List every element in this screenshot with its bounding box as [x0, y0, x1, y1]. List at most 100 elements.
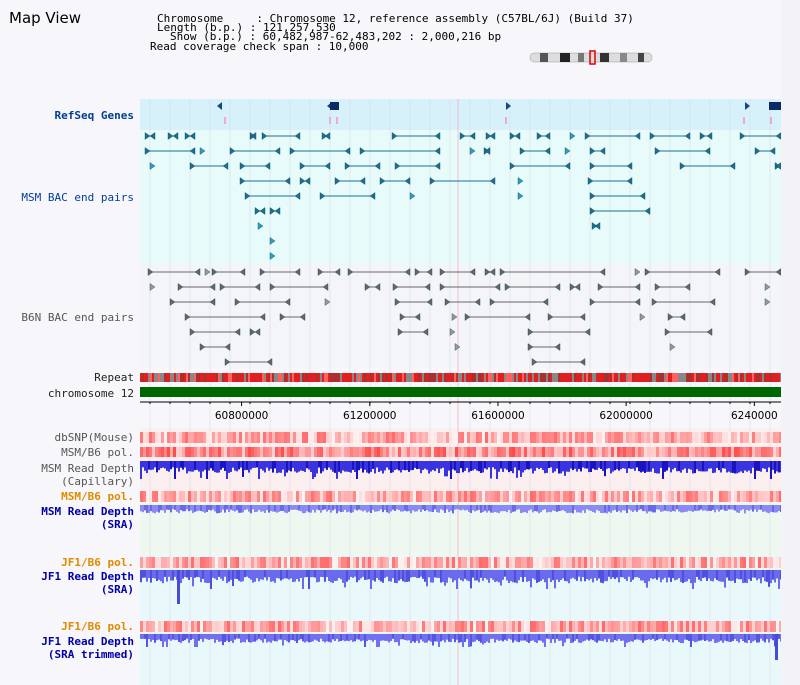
jf1-trimmed-depth-bar — [270, 634, 272, 643]
label-msm-depth-capillary[interactable]: MSM Read Depth (Capillary) — [41, 462, 134, 488]
repeat-cell — [510, 373, 512, 382]
label-jf1-depth-sra[interactable]: JF1 Read Depth (SRA) — [41, 570, 134, 596]
jf1-pol-cell — [731, 557, 734, 568]
b6n-bac-pair-head-b — [554, 343, 561, 351]
jf1-pol-cell — [629, 557, 632, 568]
msm-capillary-depth-bar — [480, 461, 482, 473]
jf1-sra-depth-bar — [714, 570, 716, 579]
label-refseq-genes[interactable]: RefSeq Genes — [54, 109, 134, 122]
b6n-bac-pairs[interactable] — [147, 268, 782, 366]
repeat-cell — [778, 373, 780, 382]
jf1-sra-depth-bar — [612, 570, 614, 578]
b6n-bac-pair-head-b — [254, 328, 261, 336]
jf1-trimmed-depth-bar — [624, 634, 626, 647]
msm-capillary-depth-bar — [208, 461, 210, 471]
msm-pol-cell — [686, 447, 689, 457]
jf1-sra-depth-bar — [326, 570, 328, 578]
jf1-pol-cell — [491, 557, 494, 568]
label-repeat[interactable]: Repeat — [94, 371, 134, 384]
jf1-pol2-cell — [650, 621, 653, 632]
repeat-cell — [640, 373, 642, 382]
msm-bac-pairs[interactable] — [144, 132, 782, 260]
msm-sra-depth-bar — [766, 505, 768, 513]
jf1-pol2-cell — [713, 621, 716, 632]
label-msm-pol-2[interactable]: MSM/B6 pol. — [61, 490, 134, 503]
repeat-cell — [740, 373, 742, 382]
jf1-pol2-cell — [509, 621, 512, 632]
jf1-pol-cell — [554, 557, 557, 568]
jf1-pol-cell — [365, 557, 368, 568]
label-dbsnp[interactable]: dbSNP(Mouse) — [54, 431, 134, 444]
chromosome-ideogram[interactable] — [529, 50, 653, 65]
jf1-trimmed-depth-bar — [472, 634, 474, 643]
refseq-genes[interactable] — [217, 102, 781, 124]
msm-bac-pair-head-b — [489, 132, 496, 140]
label-b6n-bac[interactable]: B6N BAC end pairs — [21, 311, 134, 324]
jf1-trimmed-depth-bar — [188, 634, 190, 643]
label-jf1-depth-trimmed[interactable]: JF1 Read Depth (SRA trimmed) — [41, 635, 134, 661]
msm-capillary-depth-bar — [184, 461, 186, 468]
jf1-pol-cell — [212, 557, 215, 568]
msm-pol2-cell — [458, 491, 461, 502]
dbsnp-cell — [353, 432, 356, 443]
jf1-sra-depth-bar — [146, 570, 148, 582]
jf1-pol-cell — [152, 557, 155, 568]
msm-capillary-depth-bar — [702, 461, 704, 472]
repeat-cell — [336, 373, 338, 382]
jf1-pol-cell — [290, 557, 293, 568]
msm-pol-cell — [299, 447, 302, 457]
msm-pol-cell — [353, 447, 356, 457]
jf1-trimmed-depth-bar — [696, 634, 698, 642]
jf1-sra-depth-bar — [778, 570, 780, 589]
dbsnp-cell — [305, 432, 308, 443]
jf1-trimmed-depth-bar — [680, 634, 682, 644]
repeat-cell — [708, 373, 710, 382]
label-jf1-pol-2[interactable]: JF1/B6 pol. — [61, 620, 134, 633]
msm-capillary-depth-bar — [518, 461, 520, 471]
label-msm-depth-sra[interactable]: MSM Read Depth (SRA) — [41, 505, 134, 531]
msm-pol2-cell — [212, 491, 215, 502]
jf1-sra-depth-bar — [484, 570, 486, 578]
msm-pol-cell — [716, 447, 719, 457]
msm-pol2-cell — [164, 491, 167, 502]
msm-pol2-cell — [347, 491, 350, 502]
msm-pol-cell — [197, 447, 200, 457]
msm-pol-cell — [215, 447, 218, 457]
b6n-bac-pair-head-b — [494, 283, 501, 291]
jf1-pol2-cell — [212, 621, 215, 632]
msm-sra-depth-bar — [558, 505, 560, 512]
msm-sra-depth-bar — [448, 505, 450, 513]
dbsnp-cell — [677, 432, 680, 443]
msm-pol2-cell — [587, 491, 590, 502]
msm-capillary-depth-bar — [192, 461, 194, 472]
jf1-trimmed-depth-bar — [342, 634, 344, 641]
label-jf1-pol[interactable]: JF1/B6 pol. — [61, 556, 134, 569]
jf1-trimmed-depth-bar — [370, 634, 372, 641]
msm-capillary-depth-bar — [726, 461, 728, 473]
msm-sra-depth-bar — [198, 505, 200, 511]
msm-sra-depth-bar — [656, 505, 658, 510]
jf1-sra-depth-bar — [730, 570, 732, 582]
jf1-pol-cell — [206, 557, 209, 568]
msm-pol2-cell — [623, 491, 626, 502]
repeat-cell — [468, 373, 470, 382]
jf1-pol-cell — [296, 557, 299, 568]
label-msm-bac[interactable]: MSM BAC end pairs — [21, 191, 134, 204]
jf1-trimmed-depth-bar — [242, 634, 244, 642]
jf1-pol-cell — [644, 557, 647, 568]
msm-capillary-depth-bar — [482, 461, 484, 473]
msm-pol-cell — [431, 447, 434, 457]
msm-capillary-depth-bar — [374, 461, 376, 474]
msm-sra-depth-bar — [350, 505, 352, 513]
jf1-sra-depth-bar — [274, 570, 276, 583]
jf1-sra-depth-bar — [320, 570, 322, 577]
label-chromosome[interactable]: chromosome 12 — [47, 387, 134, 400]
jf1-trimmed-depth-bar — [666, 634, 668, 641]
repeat-cell — [302, 373, 304, 382]
repeat-cell — [446, 373, 448, 382]
repeat-cell — [418, 373, 420, 382]
label-msm-pol[interactable]: MSM/B6 pol. — [61, 446, 134, 459]
jf1-pol-cell — [251, 557, 254, 568]
repeat-cell — [622, 373, 624, 382]
